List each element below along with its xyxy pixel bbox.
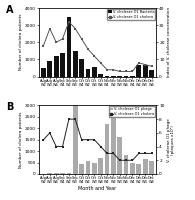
Bar <box>47 173 52 174</box>
Bar <box>47 61 52 77</box>
Bar <box>117 137 122 174</box>
Text: B: B <box>6 102 14 112</box>
Y-axis label: Number of cholera patients: Number of cholera patients <box>19 112 23 168</box>
Bar <box>86 69 90 77</box>
Bar <box>92 163 97 174</box>
Bar <box>105 124 109 174</box>
Bar <box>149 161 154 174</box>
X-axis label: Month and Year: Month and Year <box>78 186 117 191</box>
Bar <box>73 51 78 77</box>
Bar <box>66 17 71 77</box>
Legend: V. cholerae O1 phage, V. cholerae O1 cholera: V. cholerae O1 phage, V. cholerae O1 cho… <box>109 106 155 117</box>
Bar <box>92 67 97 77</box>
Bar <box>98 74 103 77</box>
Bar <box>111 112 116 174</box>
Y-axis label: Number of cholera patients: Number of cholera patients <box>19 14 23 70</box>
Bar <box>143 159 148 174</box>
Bar <box>117 76 122 77</box>
Bar <box>60 53 65 77</box>
Bar <box>66 173 71 174</box>
Bar <box>130 76 135 77</box>
Legend: V. cholerae O1 Bacteria, V. cholerae O1 cholera: V. cholerae O1 Bacteria, V. cholerae O1 … <box>107 9 155 20</box>
Bar <box>79 59 84 77</box>
Bar <box>136 65 141 77</box>
Bar <box>86 161 90 174</box>
Bar <box>79 164 84 174</box>
Bar <box>130 163 135 174</box>
Bar <box>124 155 129 174</box>
Bar <box>111 76 116 77</box>
Bar <box>124 76 129 77</box>
Bar <box>60 173 65 174</box>
Bar <box>54 173 58 174</box>
Bar <box>73 94 78 174</box>
Y-axis label: Index of V. cholerae concentration: Index of V. cholerae concentration <box>167 7 171 77</box>
Text: A: A <box>6 5 14 15</box>
Bar <box>54 56 58 77</box>
Bar <box>149 70 154 77</box>
Bar <box>98 158 103 174</box>
Bar <box>143 65 148 77</box>
Y-axis label: V. cholerae O1 phage
(plaques x10²): V. cholerae O1 phage (plaques x10²) <box>167 118 175 162</box>
Bar <box>41 68 46 77</box>
Bar <box>136 164 141 174</box>
Bar <box>105 76 109 77</box>
